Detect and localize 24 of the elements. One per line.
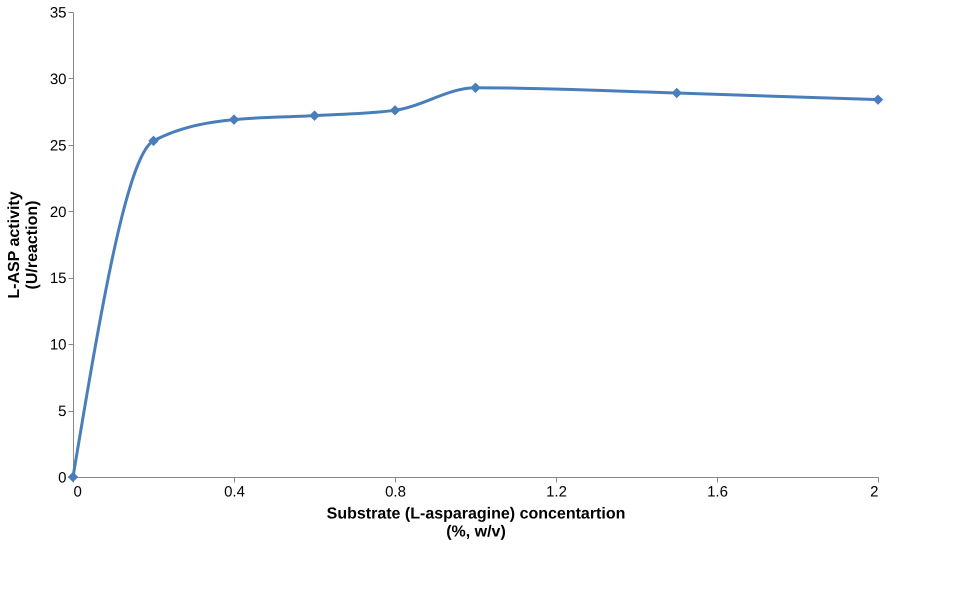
point [68, 472, 78, 482]
point [148, 136, 159, 146]
x-tick-label: 0.4 [224, 484, 245, 500]
y-tick-label: 10 [50, 336, 66, 354]
x-tick-label: 0 [74, 484, 82, 500]
point [390, 105, 400, 116]
point [228, 114, 240, 125]
y-tick-label: 15 [50, 270, 66, 288]
y-tick-label: 20 [50, 204, 66, 221]
y-tick-label: 25 [50, 137, 66, 154]
x-tick-label: 1.2 [546, 484, 567, 500]
point [672, 88, 682, 98]
y-tick-label: 30 [50, 70, 66, 88]
y-tick-label: 5 [58, 403, 66, 420]
point [872, 94, 884, 105]
point [470, 82, 481, 93]
x-tick-label: 0.8 [385, 484, 406, 500]
y-tick-label: 35 [50, 4, 66, 22]
x-tick-label: 1.6 [707, 484, 728, 500]
point [309, 110, 320, 121]
x-tick-label: 2 [870, 484, 878, 500]
y-tick-label: 0 [58, 470, 66, 486]
x-axis-title: Substrate (L-asparagine) concentartion (%, w/v) [326, 506, 626, 540]
y-axis-title: L-ASP activity (U/reaction) [6, 191, 41, 299]
